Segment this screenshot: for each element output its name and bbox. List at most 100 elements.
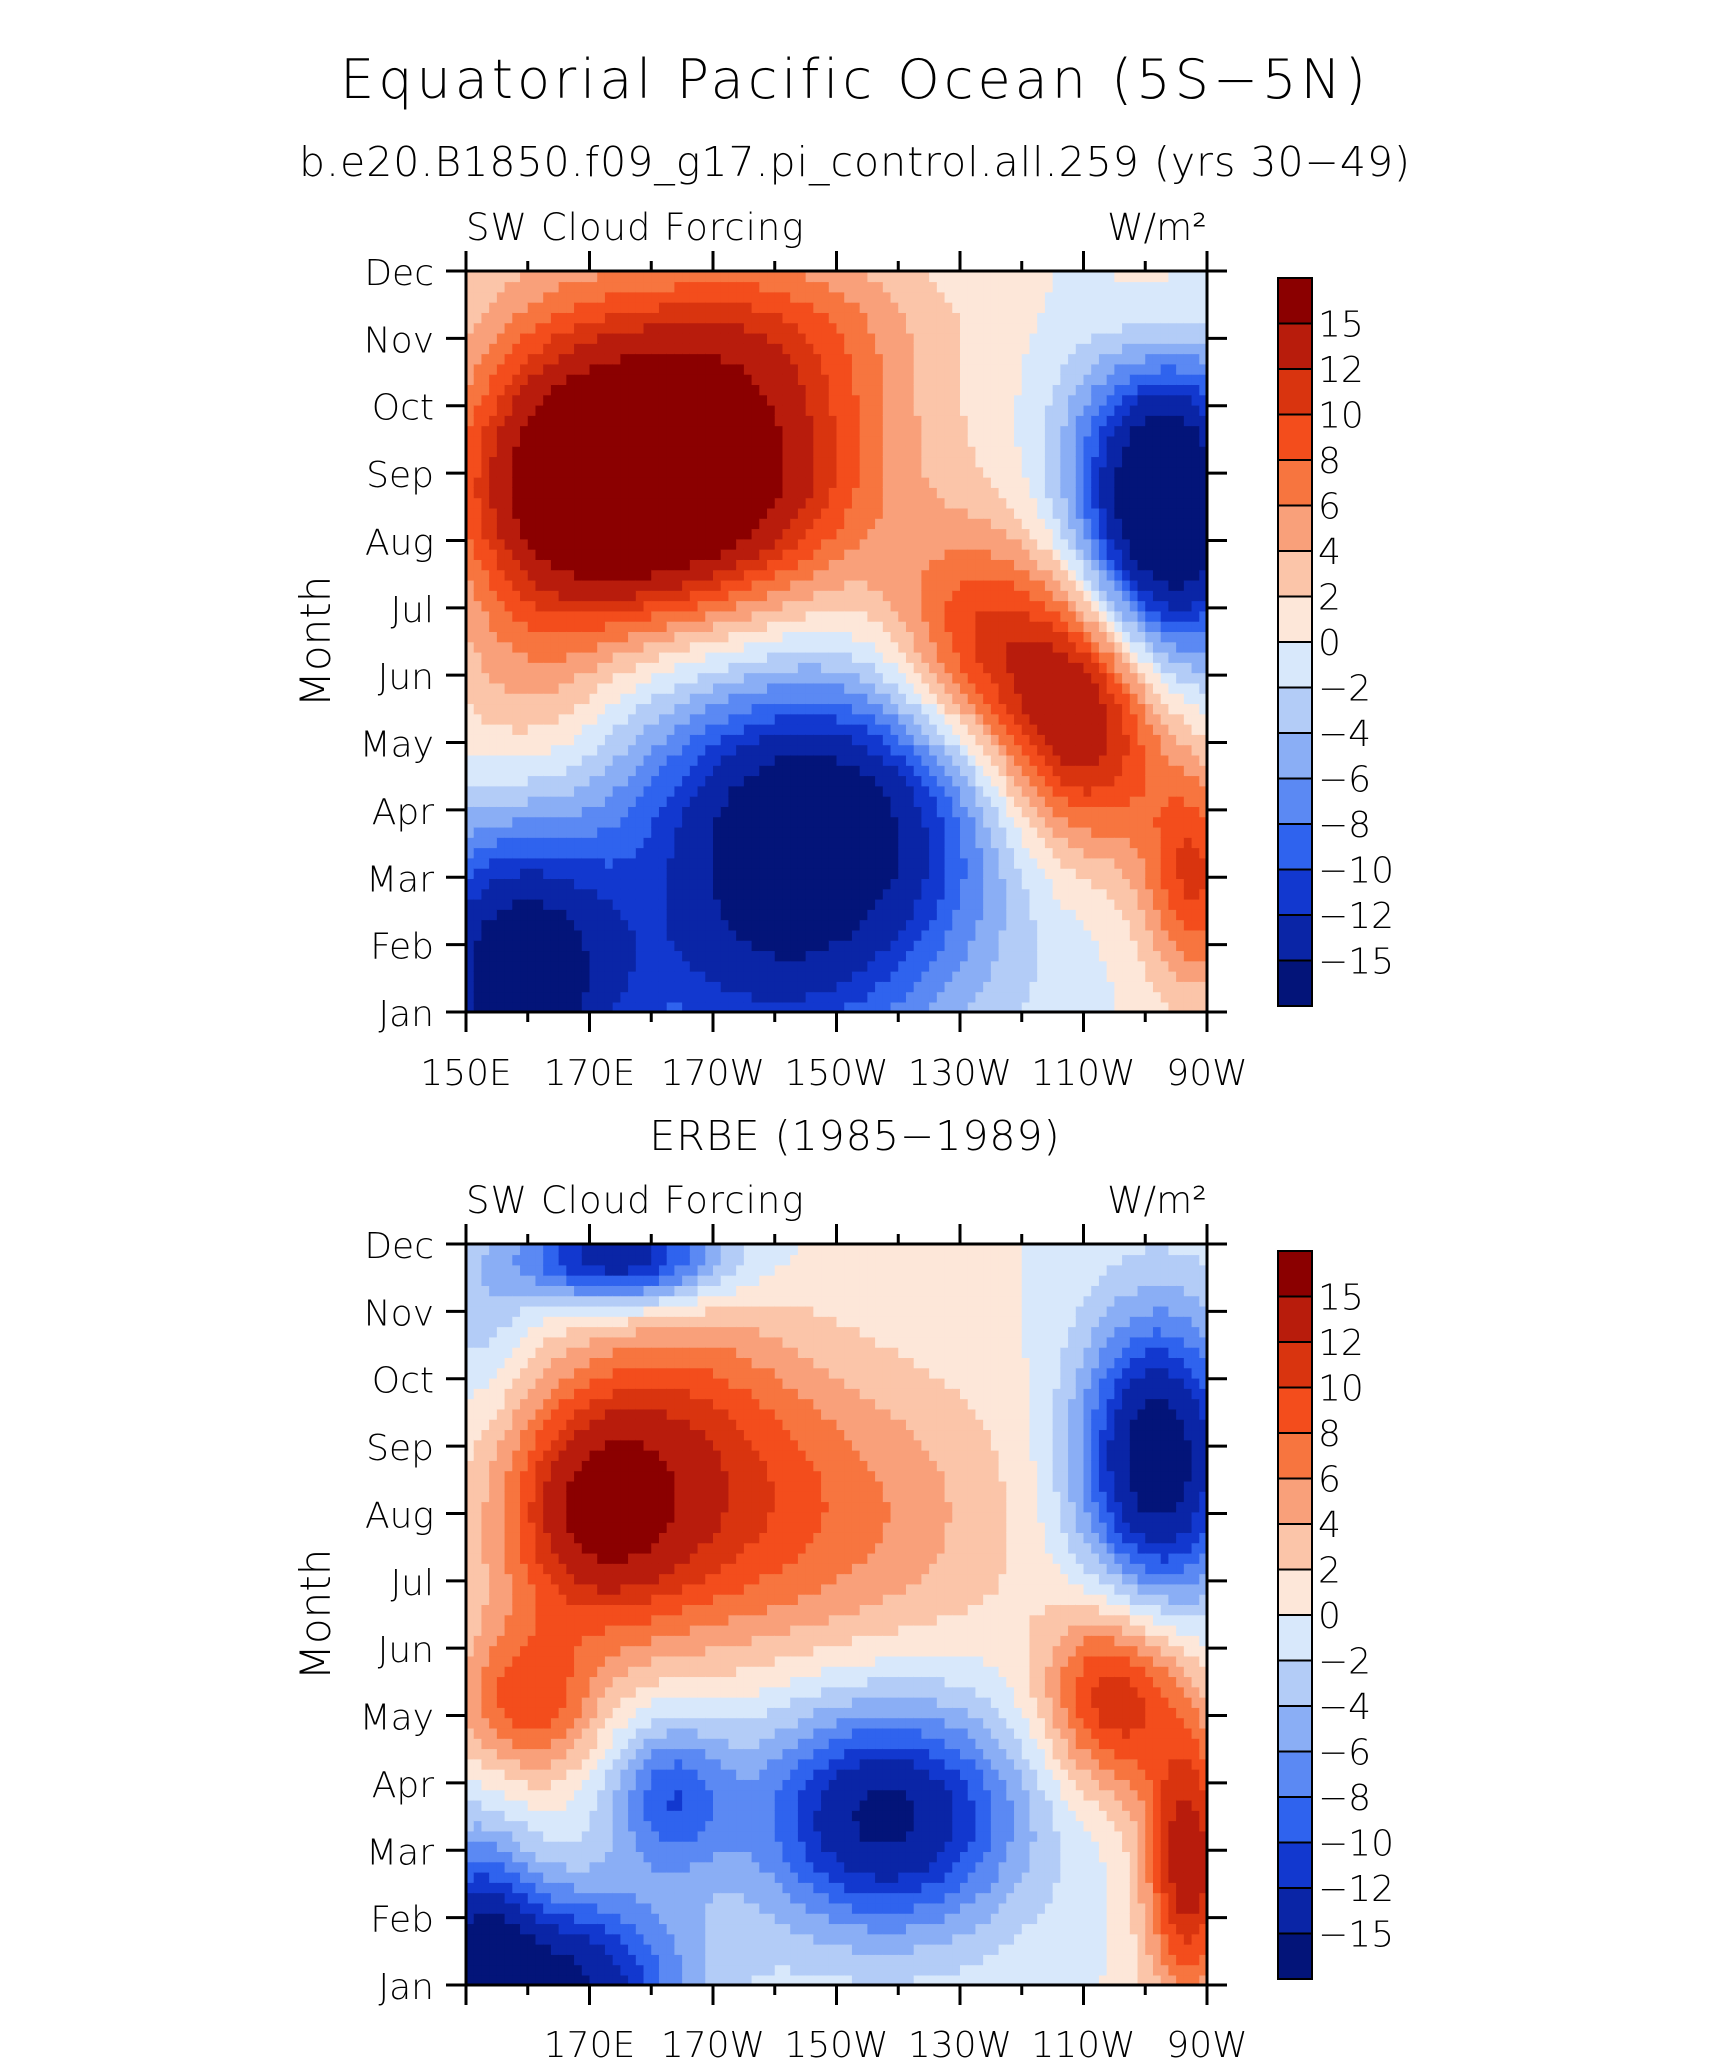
heatmap-cell — [828, 507, 838, 519]
heatmap-cell — [767, 816, 776, 828]
heatmap-cell — [990, 322, 1000, 334]
heatmap-cell — [751, 445, 761, 458]
heatmap-cell — [990, 672, 1000, 684]
heatmap-cell — [782, 425, 791, 437]
heatmap-cell — [751, 929, 761, 941]
heatmap-cell — [890, 641, 900, 653]
heatmap-cell — [666, 692, 676, 705]
heatmap-cell — [574, 754, 583, 766]
heatmap-cell — [566, 466, 575, 478]
heatmap-cell — [797, 322, 807, 334]
heatmap-cell — [736, 867, 745, 880]
heatmap-cell — [635, 929, 645, 941]
heatmap-cell — [867, 548, 876, 560]
heatmap-cell — [658, 662, 668, 674]
heatmap-cell — [805, 909, 815, 921]
heatmap-cell — [550, 857, 560, 869]
heatmap-cell — [921, 878, 930, 890]
heatmap-cell — [821, 363, 830, 375]
heatmap-cell — [496, 312, 506, 324]
heatmap-cell — [597, 528, 606, 540]
heatmap-cell — [635, 394, 645, 406]
heatmap-cell — [574, 548, 583, 560]
heatmap-cell — [481, 744, 490, 756]
heatmap-cell — [674, 353, 683, 365]
heatmap-cell — [851, 373, 861, 386]
heatmap-cell — [604, 991, 614, 1003]
heatmap-cell — [504, 785, 514, 797]
heatmap-cell — [682, 909, 691, 921]
heatmap-cell — [782, 713, 791, 725]
heatmap-cell — [473, 487, 483, 499]
heatmap-cell — [736, 857, 745, 869]
heatmap-cell — [782, 826, 791, 838]
heatmap-cell — [736, 579, 745, 591]
heatmap-cell — [512, 651, 521, 663]
heatmap-cell — [535, 291, 544, 303]
heatmap-cell — [728, 322, 737, 334]
heatmap-cell — [566, 291, 575, 303]
heatmap-cell — [628, 404, 637, 416]
heatmap-cell — [736, 301, 745, 313]
heatmap-cell — [682, 672, 691, 684]
heatmap-cell — [882, 322, 892, 334]
heatmap-cell — [674, 487, 683, 499]
heatmap-cell — [967, 765, 977, 777]
heatmap-cell — [743, 538, 753, 550]
heatmap-cell — [589, 528, 599, 540]
heatmap-cell — [929, 734, 938, 746]
heatmap-cell — [674, 970, 683, 982]
heatmap-cell — [558, 898, 568, 910]
heatmap-cell — [720, 692, 730, 705]
heatmap-cell — [566, 919, 575, 931]
heatmap-cell — [566, 435, 575, 447]
heatmap-cell — [767, 641, 776, 653]
heatmap-cell — [597, 435, 606, 447]
heatmap-cell — [859, 981, 869, 993]
heatmap-cell — [890, 384, 900, 396]
heatmap-cell — [558, 795, 568, 807]
heatmap-cell — [936, 857, 946, 869]
heatmap-cell — [813, 837, 822, 849]
heatmap-cell — [635, 682, 645, 694]
heatmap-cell — [489, 991, 498, 1003]
heatmap-cell — [651, 765, 660, 777]
heatmap-cell — [550, 466, 560, 478]
heatmap-cell — [828, 816, 838, 828]
heatmap-cell — [651, 487, 660, 499]
heatmap-cell — [527, 487, 537, 499]
heatmap-cell — [620, 353, 629, 365]
heatmap-cell — [466, 641, 475, 653]
heatmap-cell — [890, 312, 900, 324]
heatmap-cell — [790, 559, 799, 571]
heatmap-cell — [674, 528, 683, 540]
heatmap-cell — [967, 981, 977, 993]
heatmap-cell — [821, 919, 830, 931]
heatmap-cell — [790, 826, 799, 838]
heatmap-cell — [797, 991, 807, 1003]
heatmap-cell — [635, 806, 645, 818]
heatmap-cell — [689, 487, 699, 499]
heatmap-cell — [929, 960, 938, 972]
heatmap-cell — [558, 867, 568, 880]
heatmap-cell — [666, 487, 676, 499]
heatmap-cell — [774, 548, 784, 560]
heatmap-cell — [890, 507, 900, 519]
heatmap-cell — [767, 332, 776, 344]
heatmap-cell — [574, 590, 583, 602]
heatmap-cell — [697, 610, 707, 622]
heatmap-cell — [651, 353, 660, 365]
heatmap-cell — [960, 806, 969, 818]
heatmap-cell — [898, 620, 907, 633]
heatmap-cell — [666, 497, 676, 509]
heatmap-cell — [674, 723, 683, 735]
heatmap-cell — [759, 723, 768, 735]
heatmap-cell — [558, 456, 568, 468]
heatmap-cell — [697, 579, 707, 591]
heatmap-cell — [844, 610, 853, 622]
heatmap-cell — [790, 445, 799, 458]
heatmap-cell — [836, 343, 846, 355]
heatmap-cell — [736, 878, 745, 890]
heatmap-cell — [844, 559, 853, 571]
heatmap-cell — [543, 939, 552, 952]
